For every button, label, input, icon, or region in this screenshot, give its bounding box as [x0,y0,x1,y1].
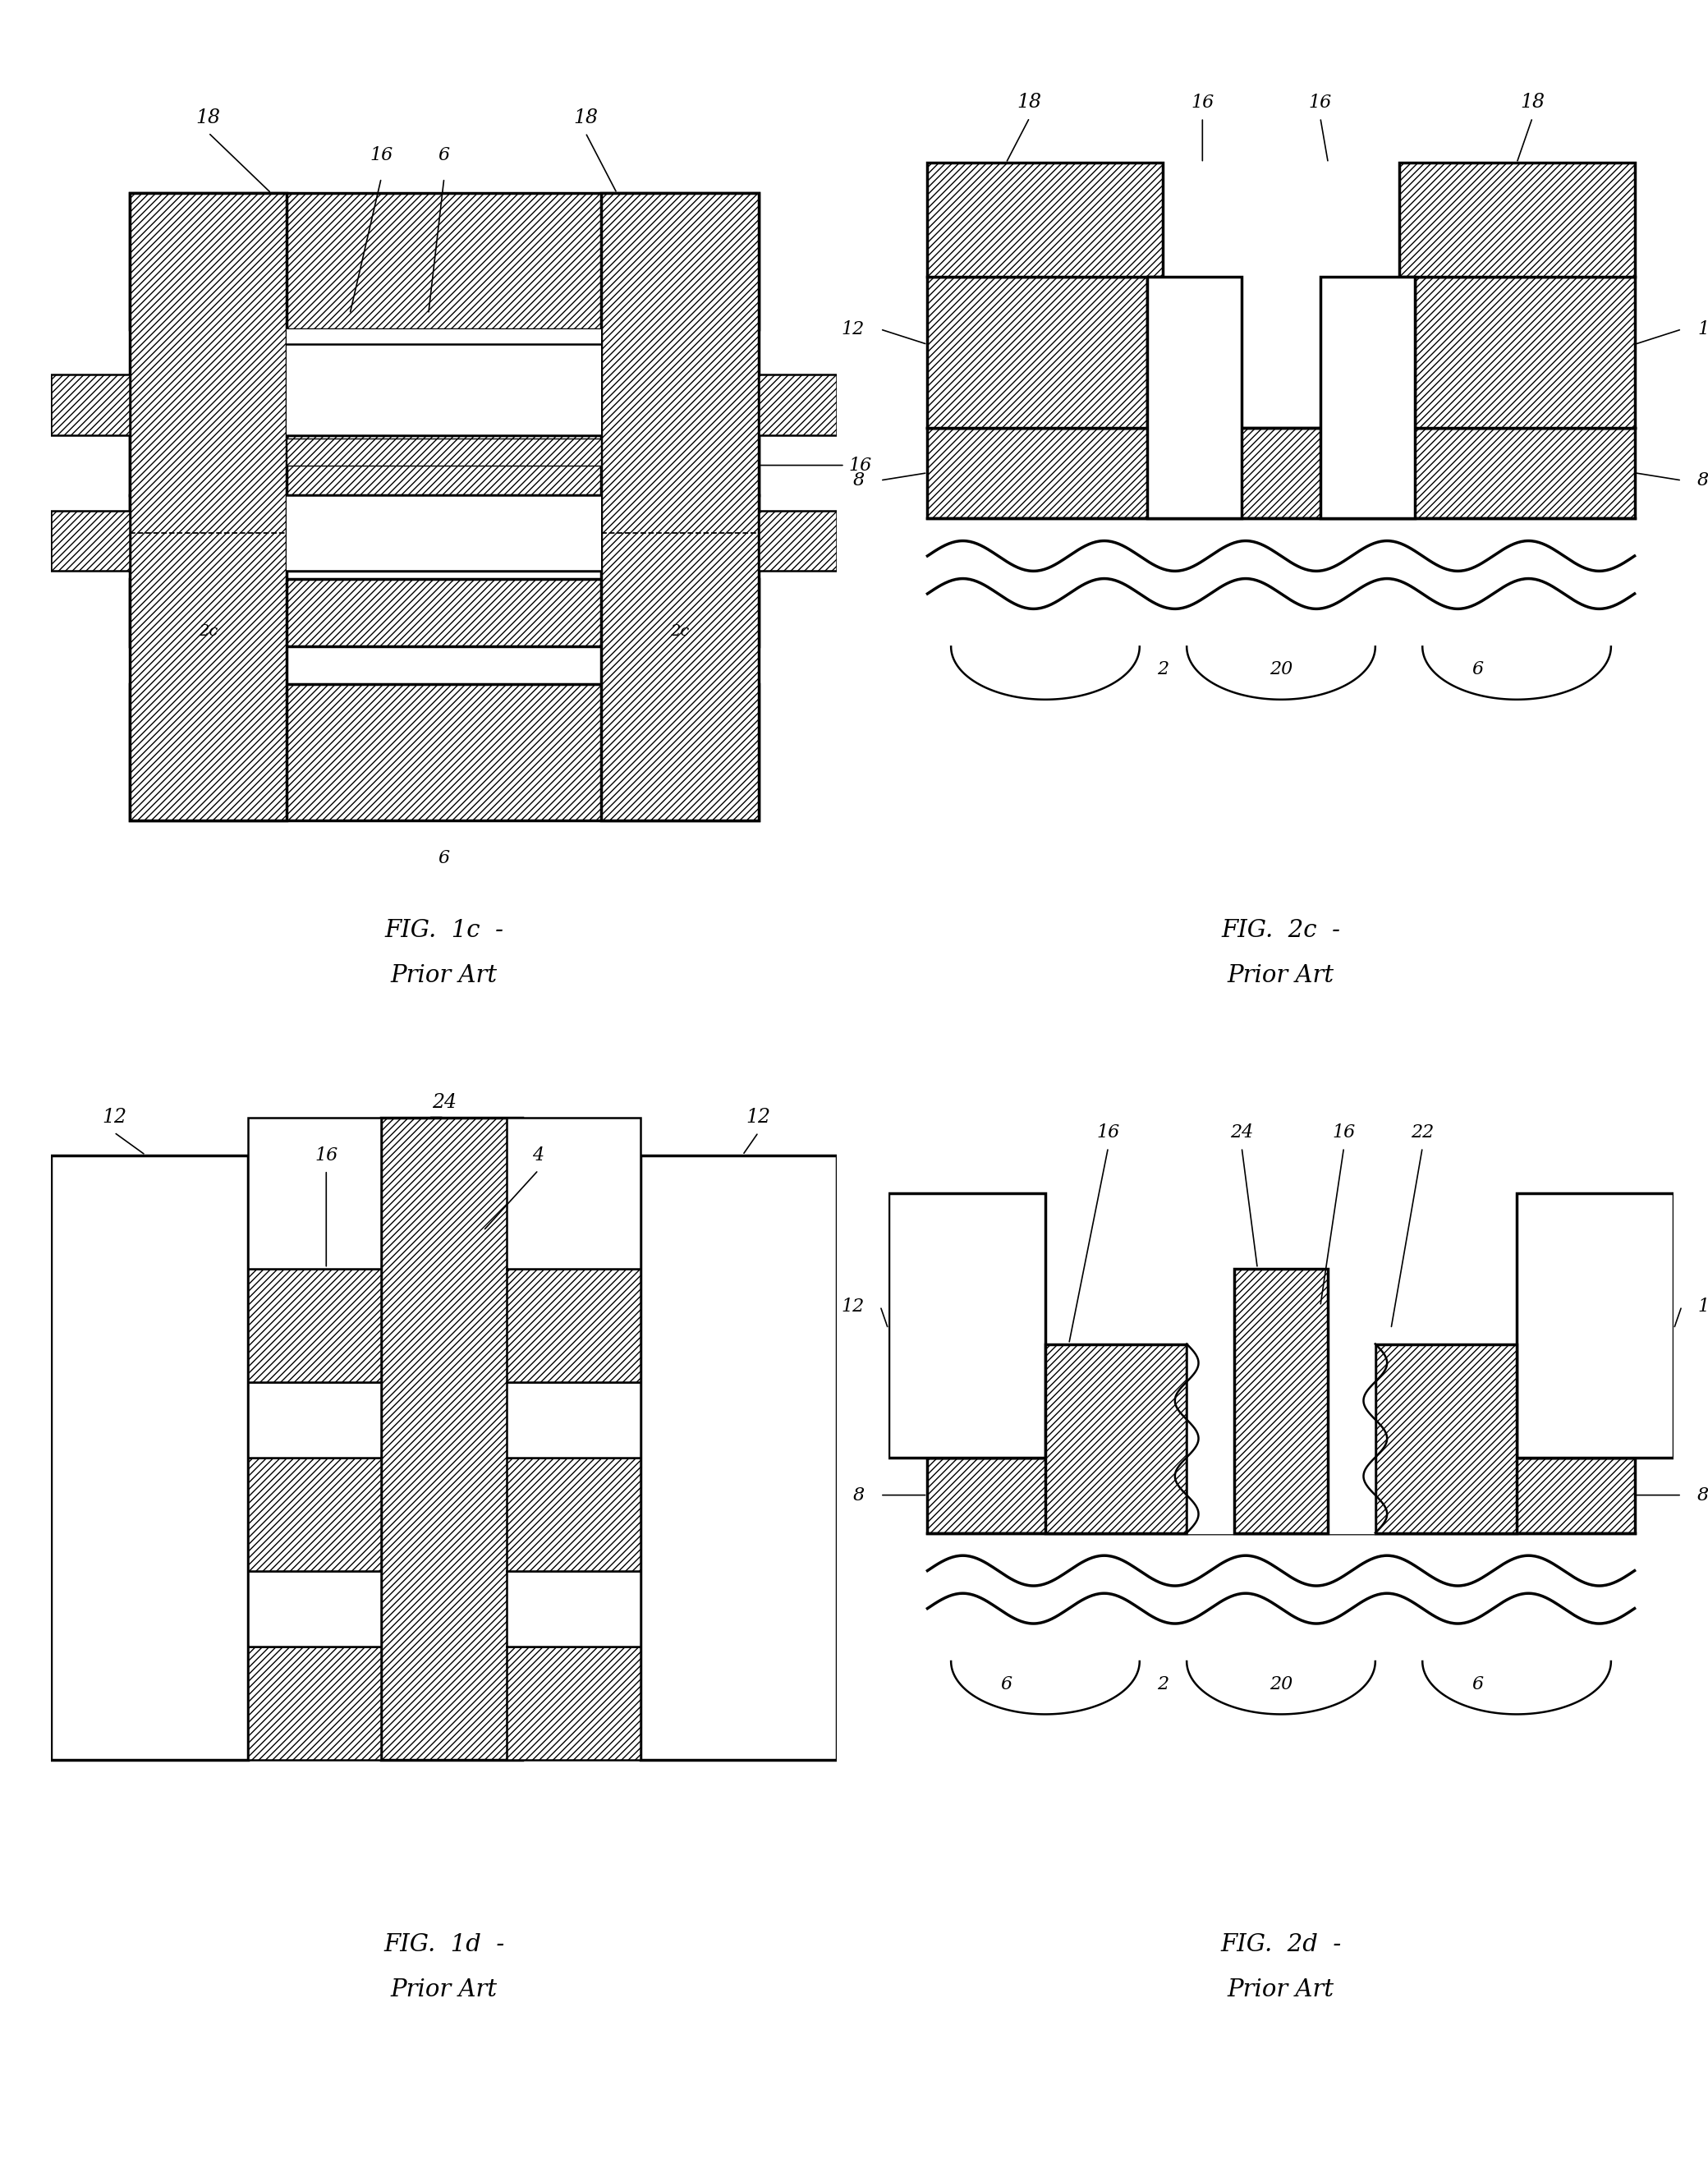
Text: 2: 2 [1158,661,1168,678]
Bar [248,1457,381,1572]
Text: Prior Art: Prior Art [1228,963,1334,987]
Text: 6: 6 [1472,1675,1483,1693]
Text: 12: 12 [1698,1298,1708,1315]
Bar [1320,276,1414,518]
Bar [248,1572,381,1645]
Bar [507,1572,640,1645]
Text: 16: 16 [1190,93,1214,112]
Bar [927,164,1163,276]
Bar [130,579,758,648]
Text: 12: 12 [102,1108,126,1127]
Text: 8: 8 [1698,1485,1708,1505]
Text: FIG.  2c  -: FIG. 2c - [1221,920,1341,941]
Text: 20: 20 [1269,661,1293,678]
Bar [927,1457,1635,1533]
Bar [130,194,758,328]
Bar [1233,1267,1329,1533]
Bar [51,376,130,436]
Text: 16: 16 [1332,1123,1356,1142]
Bar [758,376,837,436]
Text: 16: 16 [314,1146,338,1164]
Bar [927,427,1635,518]
Text: 12: 12 [746,1108,770,1127]
Text: 12: 12 [842,320,864,339]
Bar [927,276,1148,427]
Text: 6: 6 [439,147,449,164]
Text: 18: 18 [574,108,598,127]
Text: 8: 8 [852,1485,864,1505]
Text: 18: 18 [1018,93,1042,112]
Text: 8: 8 [1698,471,1708,490]
Text: 20: 20 [1269,1675,1293,1693]
Bar [51,510,130,570]
Bar [1045,1343,1187,1533]
Bar [507,1118,640,1267]
Text: 24: 24 [432,1092,456,1112]
Bar [1375,1343,1517,1533]
Bar [130,494,758,570]
Bar [248,1382,381,1457]
Text: Prior Art: Prior Art [1228,1978,1334,2001]
Text: FIG.  2d  -: FIG. 2d - [1221,1934,1341,1956]
Text: 4: 4 [533,1146,545,1164]
Bar [248,1645,381,1760]
Text: 12: 12 [1698,320,1708,339]
Bar [287,328,601,436]
Bar [888,1192,1045,1457]
Bar [130,684,758,820]
Text: FIG.  1c  -: FIG. 1c - [384,920,504,941]
Text: 6: 6 [1472,661,1483,678]
Text: 16: 16 [1097,1123,1120,1142]
Text: 12: 12 [842,1298,864,1315]
Text: 6: 6 [439,848,449,868]
Text: 8: 8 [852,471,864,490]
Text: 16: 16 [369,147,393,164]
Text: 22: 22 [1411,1123,1435,1142]
Text: 24: 24 [1230,1123,1254,1142]
Text: 16: 16 [849,456,873,475]
Text: 18: 18 [196,108,220,127]
Bar [381,1118,523,1760]
Text: 2c: 2c [198,624,219,639]
Bar [1414,276,1635,427]
Bar [601,194,758,820]
Bar [1148,276,1242,518]
Text: 16: 16 [1308,93,1332,112]
Text: FIG.  1d  -: FIG. 1d - [384,1934,504,1956]
Text: Prior Art: Prior Art [391,963,497,987]
Bar [287,438,601,466]
Bar [507,1382,640,1457]
Bar [130,194,287,820]
Bar [248,1269,381,1382]
Bar [1399,164,1635,276]
Text: 2: 2 [1158,1675,1168,1693]
Bar [758,510,837,570]
Bar [507,1457,640,1572]
Bar [248,1118,381,1267]
Bar [51,1155,248,1760]
Bar [287,494,601,570]
Bar [507,1269,640,1382]
Text: 2c: 2c [670,624,690,639]
Bar [130,436,758,497]
Text: 18: 18 [1520,93,1544,112]
Bar [507,1645,640,1760]
Bar [640,1155,837,1760]
Text: 6: 6 [1001,1675,1011,1693]
Bar [1517,1192,1674,1457]
Text: Prior Art: Prior Art [391,1978,497,2001]
